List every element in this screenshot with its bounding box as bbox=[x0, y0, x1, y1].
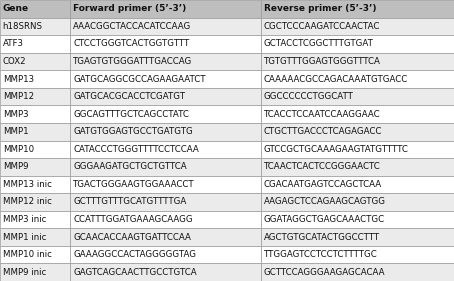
Bar bbox=[0, 246, 70, 264]
Text: GAGTCAGCAACTTGCCTGTCA: GAGTCAGCAACTTGCCTGTCA bbox=[73, 268, 197, 277]
Text: GTCCGCTGCAAAGAAGTATGTTTTC: GTCCGCTGCAAAGAAGTATGTTTTC bbox=[264, 145, 409, 154]
Bar bbox=[70, 140, 261, 158]
Bar bbox=[0, 123, 70, 140]
Text: ATF3: ATF3 bbox=[3, 39, 24, 48]
Bar bbox=[261, 246, 454, 264]
Bar bbox=[70, 264, 261, 281]
Text: MMP12 inic: MMP12 inic bbox=[3, 198, 52, 207]
Bar bbox=[70, 105, 261, 123]
Text: GGGAAGATGCTGCTGTTCA: GGGAAGATGCTGCTGTTCA bbox=[73, 162, 187, 171]
Bar bbox=[0, 17, 70, 35]
Bar bbox=[261, 123, 454, 140]
Bar bbox=[0, 176, 70, 193]
Bar bbox=[70, 246, 261, 264]
Text: MMP12: MMP12 bbox=[3, 92, 34, 101]
Bar bbox=[70, 70, 261, 88]
Bar bbox=[0, 140, 70, 158]
Text: GATGCAGGCGCCAGAAGAATCT: GATGCAGGCGCCAGAAGAATCT bbox=[73, 74, 206, 83]
Bar bbox=[70, 176, 261, 193]
Text: MMP10: MMP10 bbox=[3, 145, 34, 154]
Text: COX2: COX2 bbox=[3, 57, 26, 66]
Bar bbox=[0, 211, 70, 228]
Text: MMP13 inic: MMP13 inic bbox=[3, 180, 52, 189]
Bar bbox=[261, 140, 454, 158]
Text: MMP9 inic: MMP9 inic bbox=[3, 268, 46, 277]
Text: TCAACTCACTCCGGGAACTC: TCAACTCACTCCGGGAACTC bbox=[264, 162, 380, 171]
Text: TGTGTTTGGAGTGGGTTTCA: TGTGTTTGGAGTGGGTTTCA bbox=[264, 57, 380, 66]
Text: MMP9: MMP9 bbox=[3, 162, 28, 171]
Bar bbox=[261, 158, 454, 176]
Bar bbox=[70, 53, 261, 70]
Bar bbox=[261, 53, 454, 70]
Text: CGCTCCCAAGATCCAACTAC: CGCTCCCAAGATCCAACTAC bbox=[264, 22, 380, 31]
Text: CATACCCTGGGTTTTCCTCCAA: CATACCCTGGGTTTTCCTCCAA bbox=[73, 145, 199, 154]
Bar bbox=[261, 17, 454, 35]
Text: AGCTGTGCATACTGGCCTTT: AGCTGTGCATACTGGCCTTT bbox=[264, 233, 380, 242]
Text: GCAACACCAAGTGATTCCAA: GCAACACCAAGTGATTCCAA bbox=[73, 233, 191, 242]
Text: TCACCTCCAATCCAAGGAAC: TCACCTCCAATCCAAGGAAC bbox=[264, 110, 380, 119]
Bar bbox=[70, 35, 261, 53]
Text: TTGGAGTCCTCCTCTTTTGC: TTGGAGTCCTCCTCTTTTGC bbox=[264, 250, 378, 259]
Bar bbox=[261, 176, 454, 193]
Text: GGCAGTTTGCTCAGCCTATC: GGCAGTTTGCTCAGCCTATC bbox=[73, 110, 189, 119]
Bar bbox=[70, 123, 261, 140]
Text: GCTTTGTTTGCATGTTTTGA: GCTTTGTTTGCATGTTTTGA bbox=[73, 198, 186, 207]
Bar bbox=[0, 70, 70, 88]
Text: TGACTGGGAAGTGGAAACCT: TGACTGGGAAGTGGAAACCT bbox=[73, 180, 195, 189]
Bar bbox=[261, 264, 454, 281]
Bar bbox=[0, 193, 70, 211]
Text: h18SRNS: h18SRNS bbox=[3, 22, 43, 31]
Text: GATGTGGAGTGCCTGATGTG: GATGTGGAGTGCCTGATGTG bbox=[73, 127, 193, 136]
Bar bbox=[261, 105, 454, 123]
Text: Gene: Gene bbox=[3, 4, 29, 13]
Bar bbox=[70, 211, 261, 228]
Bar bbox=[261, 211, 454, 228]
Text: MMP3 inic: MMP3 inic bbox=[3, 215, 46, 224]
Text: GAAAGGCCACTAGGGGGTAG: GAAAGGCCACTAGGGGGTAG bbox=[73, 250, 196, 259]
Text: MMP3: MMP3 bbox=[3, 110, 28, 119]
Text: MMP13: MMP13 bbox=[3, 74, 34, 83]
Bar bbox=[0, 105, 70, 123]
Bar bbox=[0, 228, 70, 246]
Text: TGAGTGTGGGATTTGACCAG: TGAGTGTGGGATTTGACCAG bbox=[73, 57, 192, 66]
Text: AAGAGCTCCAGAAGCAGTGG: AAGAGCTCCAGAAGCAGTGG bbox=[264, 198, 386, 207]
Bar bbox=[261, 0, 454, 17]
Text: GGATAGGCTGAGCAAACTGC: GGATAGGCTGAGCAAACTGC bbox=[264, 215, 385, 224]
Text: MMP1: MMP1 bbox=[3, 127, 28, 136]
Bar bbox=[261, 88, 454, 105]
Bar bbox=[261, 228, 454, 246]
Text: GATGCACGCACCTCGATGT: GATGCACGCACCTCGATGT bbox=[73, 92, 185, 101]
Bar bbox=[0, 35, 70, 53]
Bar bbox=[70, 158, 261, 176]
Bar bbox=[0, 0, 70, 17]
Text: GCTACCTCGGCTTTGTGAT: GCTACCTCGGCTTTGTGAT bbox=[264, 39, 374, 48]
Text: CTGCTTGACCCTCAGAGACC: CTGCTTGACCCTCAGAGACC bbox=[264, 127, 382, 136]
Bar bbox=[70, 193, 261, 211]
Bar bbox=[261, 70, 454, 88]
Bar bbox=[70, 17, 261, 35]
Bar bbox=[0, 53, 70, 70]
Text: CTCCTGGGTCACTGGTGTTT: CTCCTGGGTCACTGGTGTTT bbox=[73, 39, 189, 48]
Bar bbox=[70, 228, 261, 246]
Text: CAAAAACGCCAGACAAATGTGACC: CAAAAACGCCAGACAAATGTGACC bbox=[264, 74, 408, 83]
Bar bbox=[0, 264, 70, 281]
Text: CGACAATGAGTCCAGCTCAA: CGACAATGAGTCCAGCTCAA bbox=[264, 180, 382, 189]
Bar bbox=[261, 35, 454, 53]
Text: Forward primer (5’-3’): Forward primer (5’-3’) bbox=[73, 4, 186, 13]
Text: GGCCCCCCTGGCATT: GGCCCCCCTGGCATT bbox=[264, 92, 354, 101]
Text: MMP1 inic: MMP1 inic bbox=[3, 233, 46, 242]
Bar bbox=[0, 88, 70, 105]
Text: GCTTCCAGGGAAGAGCACAA: GCTTCCAGGGAAGAGCACAA bbox=[264, 268, 385, 277]
Text: AAACGGCTACCACATCCAAG: AAACGGCTACCACATCCAAG bbox=[73, 22, 191, 31]
Bar bbox=[70, 0, 261, 17]
Text: CCATTTGGATGAAAGCAAGG: CCATTTGGATGAAAGCAAGG bbox=[73, 215, 192, 224]
Bar bbox=[70, 88, 261, 105]
Text: Reverse primer (5’-3’): Reverse primer (5’-3’) bbox=[264, 4, 376, 13]
Text: MMP10 inic: MMP10 inic bbox=[3, 250, 52, 259]
Bar bbox=[261, 193, 454, 211]
Bar bbox=[0, 158, 70, 176]
